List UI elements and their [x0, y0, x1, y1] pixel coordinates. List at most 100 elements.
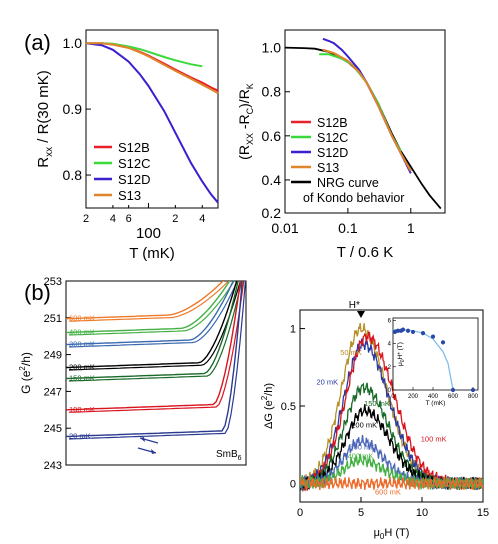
- y-tick-label: 251: [44, 313, 62, 325]
- y-tick-label: 0.2: [262, 205, 282, 221]
- inset-y-tick-label: 0: [388, 388, 392, 394]
- curve-label: 100 mK: [421, 435, 447, 444]
- inset-x-tick-label: 400: [428, 394, 439, 400]
- peak-label: H*: [349, 300, 360, 311]
- legend-label-cont: of Kondo behavior: [303, 191, 404, 205]
- curve-label: 100 mK: [69, 405, 95, 414]
- curve-label: 400 mK: [69, 328, 95, 337]
- x-minor-tick-label: 2: [172, 213, 178, 225]
- inset-point: [410, 329, 416, 335]
- chart-b-left: 243 245 247 249 251 253 G (e2/h) 600 mK 400 mK 30…: [18, 276, 247, 472]
- curve-label: 20 mK: [69, 431, 91, 440]
- y-axis-label: G (e2/h): [18, 352, 33, 394]
- y-tick-label: 245: [44, 423, 62, 435]
- legend-label: S12B: [317, 116, 348, 130]
- inset-point: [395, 328, 401, 333]
- legend-label: S12D: [317, 146, 348, 160]
- y-axis-label: ΔG (e2/h): [260, 383, 275, 429]
- curve-label: 150 mK: [364, 399, 390, 408]
- series-line: [86, 42, 219, 95]
- y-tick-label: 0.4: [262, 172, 282, 188]
- y-tick-label: 253: [44, 276, 62, 288]
- sweep-up: [66, 281, 234, 346]
- chart-a-right: 0.2 0.4 0.6 0.8 1.0 0.01 0.1 1 T / 0.6 K (RXX -RC…: [236, 29, 446, 261]
- legend-label: S12C: [317, 131, 348, 145]
- legend-label: S12D: [118, 172, 151, 187]
- y-tick-label: 0.8: [262, 84, 282, 100]
- material-label: SmB6: [216, 449, 242, 462]
- x-tick-label: 15: [477, 507, 489, 519]
- series-line: [322, 48, 412, 172]
- x-tick-label: 0.01: [271, 220, 298, 236]
- sweep-up: [66, 281, 239, 380]
- inset-y-tick-label: 6: [388, 318, 392, 324]
- y-tick-label: 1.0: [262, 40, 282, 56]
- x-tick-label: 10: [416, 507, 428, 519]
- legend-label: S12B: [118, 140, 150, 155]
- x-axis-label: T (mK): [129, 245, 175, 262]
- curve-label: 200 mK: [69, 362, 95, 371]
- sweep-up: [66, 281, 225, 320]
- y-axis-label: Rxx / R(30 mK): [35, 70, 55, 168]
- inset-frame: [392, 317, 479, 391]
- sweep-up: [66, 281, 242, 411]
- legend-label: S12C: [118, 156, 151, 171]
- sweep-down: [68, 281, 241, 371]
- series-line: [300, 475, 483, 491]
- inset-point: [400, 327, 406, 332]
- curve-label: 50 mK: [340, 348, 362, 357]
- curve-label: 300 mK: [69, 339, 95, 348]
- x-tick-label: 5: [358, 507, 364, 519]
- x-axis-label: μ0H (T): [374, 527, 410, 541]
- sweep-up: [66, 281, 238, 369]
- inset-point: [405, 328, 411, 333]
- inset-x-axis-label: T (mK): [426, 400, 446, 407]
- peak-marker: [357, 311, 365, 318]
- x-tick-label: 0: [297, 507, 303, 519]
- curve-label: 200 mK: [351, 421, 377, 430]
- arrow-head: [151, 449, 156, 454]
- series-line: [85, 42, 219, 204]
- inset-y-axis-label: μ0H* (T): [397, 342, 406, 366]
- plot-area: [66, 281, 246, 440]
- y-tick-label: 0.6: [262, 128, 282, 144]
- y-tick-label: 1: [290, 324, 296, 336]
- plot-frame: [65, 280, 247, 466]
- curve-label: 600 mK: [69, 314, 95, 323]
- sweep-down: [68, 281, 230, 322]
- y-tick-label: 0.9: [63, 101, 83, 117]
- sweep-down: [68, 281, 245, 413]
- x-axis-label: T / 0.6 K: [337, 244, 393, 261]
- inset-point: [450, 387, 456, 393]
- x-minor-tick-label: 4: [110, 213, 116, 225]
- y-tick-label: 0: [290, 478, 296, 490]
- inset-x-tick-label: 600: [448, 394, 459, 400]
- x-minor-tick-label: 4: [199, 213, 205, 225]
- curve-label: 400 mK: [348, 452, 374, 461]
- inset-y-tick-label: 2: [388, 365, 392, 371]
- sweep-down: [68, 281, 246, 440]
- curve-label: 150 mK: [69, 374, 95, 383]
- inset-point: [440, 340, 446, 345]
- inset-x-tick-label: 200: [408, 394, 419, 400]
- inset-x-tick-label: 800: [468, 394, 479, 400]
- y-tick-label: 1.0: [63, 35, 83, 51]
- inset-point: [470, 387, 476, 393]
- y-axis-label: (RXX -RC)/RK: [236, 83, 255, 160]
- plot-frame: [85, 29, 219, 209]
- sweep-up: [66, 281, 231, 334]
- sweep-down: [68, 281, 243, 382]
- plot-frame: [284, 29, 446, 214]
- panel-label-a: (a): [24, 30, 51, 55]
- arrow-head: [140, 437, 145, 442]
- inset-y-tick-label: 4: [388, 342, 392, 348]
- inset-point: [420, 330, 426, 336]
- legend-label: S13: [317, 161, 339, 175]
- y-tick-label: 243: [44, 460, 62, 472]
- x-minor-tick-label: 6: [126, 213, 132, 225]
- curve-label: 20 mK: [316, 377, 338, 386]
- sweep-down: [68, 281, 235, 336]
- x-minor-tick-label: 2: [83, 213, 89, 225]
